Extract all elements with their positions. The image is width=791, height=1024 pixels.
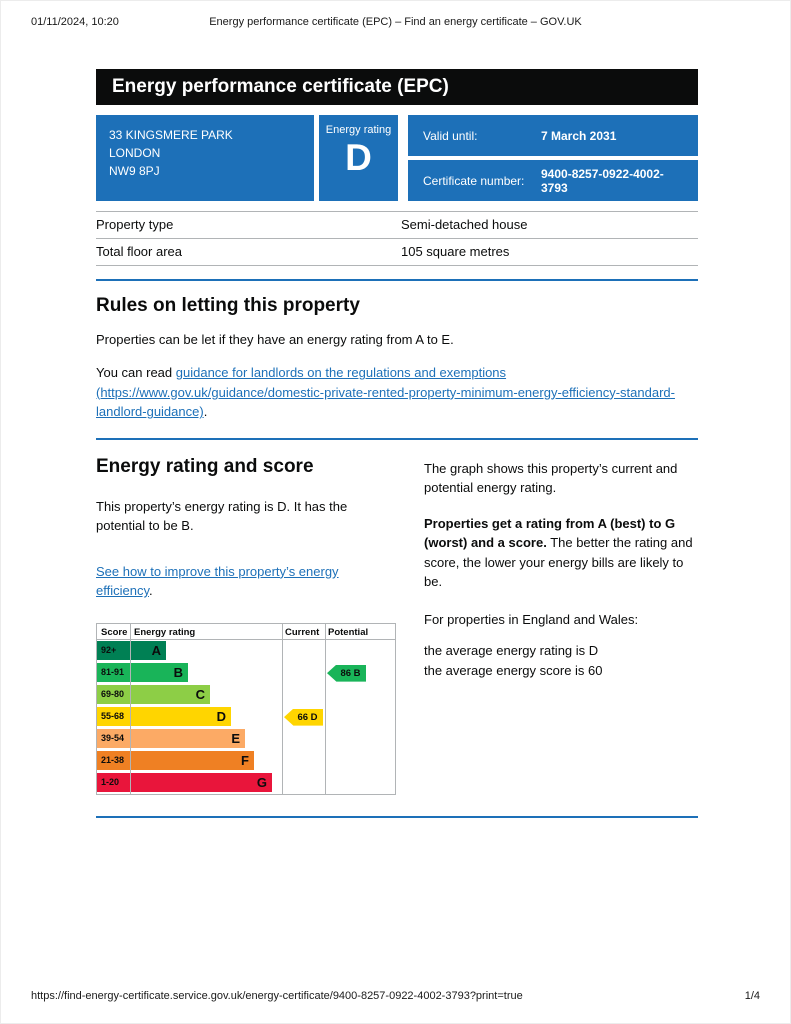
chart-bands: 92+ A 81-91 B 69-80 C 55-68 D 39-54 E 21-38 F …	[97, 640, 395, 794]
potential-rating-arrow: 86 B	[327, 664, 366, 682]
address-line-3: NW9 8PJ	[109, 164, 160, 178]
average-score-line: the average energy score is 60	[424, 662, 603, 678]
band-row-b: 81-91 B	[97, 662, 395, 684]
band-score: 81-91	[101, 667, 125, 678]
rating-section-left: Energy rating and score This property’s …	[96, 456, 396, 795]
band-letter: E	[231, 730, 240, 746]
letting-rules-intro: Properties can be let if they have an en…	[96, 331, 454, 347]
print-datetime: 01/11/2024, 10:20	[31, 16, 119, 28]
section-divider	[96, 279, 698, 281]
band-bar-g: 1-20 G	[97, 772, 272, 792]
graph-caption: The graph shows this property’s current …	[424, 460, 678, 496]
band-row-g: 1-20 G	[97, 772, 395, 794]
chart-header: Score Energy rating Current Potential	[97, 624, 395, 640]
band-score: 69-80	[101, 689, 125, 700]
current-rating-arrow: 66 D	[284, 708, 323, 726]
table-row: Property type Semi-detached house	[96, 211, 698, 238]
print-document-title: Energy performance certificate (EPC) – F…	[209, 16, 582, 28]
letting-rules-guidance: You can read guidance for landlords on t…	[96, 363, 698, 422]
band-letter: C	[195, 686, 205, 702]
property-type-value: Semi-detached house	[401, 217, 528, 232]
floor-area-value: 105 square metres	[401, 244, 510, 259]
chart-current-divider	[282, 623, 283, 794]
letting-rules-heading: Rules on letting this property	[96, 295, 360, 316]
certificate-content: Energy performance certificate (EPC) 33 …	[96, 69, 698, 818]
rating-explanation-rest: The better the rating and score, the low…	[424, 535, 693, 590]
section-divider	[96, 437, 698, 440]
rating-section-heading: Energy rating and score	[96, 455, 314, 477]
floor-area-label: Total floor area	[96, 244, 182, 259]
chart-col-energy-rating: Energy rating	[134, 626, 196, 638]
guidance-prefix: You can read	[96, 365, 176, 381]
rating-explanation-bold: Properties get a rating from A (best) to…	[424, 515, 676, 551]
band-letter: G	[256, 774, 267, 790]
band-row-e: 39-54 E	[97, 728, 395, 750]
chart-potential-divider	[325, 623, 326, 794]
property-address: 33 KINGSMERE PARK LONDON NW9 8PJ	[96, 115, 314, 201]
improve-paragraph: See how to improve this property’s energ…	[96, 562, 396, 601]
energy-rating-box: Energy rating D	[319, 115, 398, 201]
band-score: 55-68	[101, 711, 125, 722]
valid-until-value: 7 March 2031	[541, 128, 617, 143]
landlord-guidance-link[interactable]: guidance for landlords on the regulation…	[96, 365, 675, 420]
valid-until-box: Valid until: 7 March 2031	[408, 115, 698, 156]
valid-until-label: Valid until:	[423, 128, 478, 143]
rating-explanation: Properties get a rating from A (best) to…	[424, 514, 698, 592]
print-footer-url: https://find-energy-certificate.service.…	[31, 990, 523, 1002]
band-score: 1-20	[101, 777, 120, 788]
average-rating-line: the average energy rating is D	[424, 643, 599, 659]
band-letter: F	[241, 752, 249, 768]
certificate-number-label: Certificate number:	[423, 173, 525, 188]
rating-intro: This property’s energy rating is D. It h…	[96, 498, 348, 534]
band-bar-c: 69-80 C	[97, 684, 210, 704]
energy-rating-value: D	[345, 137, 372, 178]
print-footer: https://find-energy-certificate.service.…	[31, 990, 760, 1002]
averages-paragraph: the average energy rating is D the avera…	[424, 641, 698, 680]
energy-rating-chart: Score Energy rating Current Potential 92…	[96, 622, 396, 795]
chart-score-divider	[130, 623, 131, 794]
validity-column: Valid until: 7 March 2031 Certificate nu…	[408, 115, 698, 201]
table-row: Total floor area 105 square metres	[96, 238, 698, 266]
band-row-f: 21-38 F	[97, 750, 395, 772]
page-title: Energy performance certificate (EPC)	[96, 69, 698, 105]
certificate-number-value: 9400-8257-0922-4002-3793	[541, 166, 664, 195]
energy-rating-label: Energy rating	[325, 124, 392, 136]
band-score: 92+	[101, 645, 117, 656]
certificate-summary: 33 KINGSMERE PARK LONDON NW9 8PJ Energy …	[96, 115, 698, 201]
section-divider	[96, 815, 698, 818]
band-bar-e: 39-54 E	[97, 728, 245, 748]
band-row-c: 69-80 C	[97, 684, 395, 706]
chart-col-current: Current	[285, 626, 320, 638]
band-letter: D	[216, 708, 226, 724]
print-header: 01/11/2024, 10:20 Energy performance cer…	[31, 16, 760, 30]
band-bar-f: 21-38 F	[97, 750, 254, 770]
band-row-a: 92+ A	[97, 640, 395, 662]
england-wales-line: For properties in England and Wales:	[424, 611, 639, 627]
band-bar-a: 92+ A	[97, 640, 166, 660]
improve-suffix: .	[149, 583, 153, 599]
band-score: 21-38	[101, 755, 125, 766]
band-letter: B	[173, 664, 183, 680]
band-row-d: 55-68 D	[97, 706, 395, 728]
band-score: 39-54	[101, 733, 125, 744]
property-type-label: Property type	[96, 217, 174, 232]
address-line-1: 33 KINGSMERE PARK	[109, 128, 233, 142]
chart-col-score: Score	[101, 626, 128, 638]
certificate-number-box: Certificate number: 9400-8257-0922-4002-…	[408, 160, 698, 201]
improve-efficiency-link[interactable]: See how to improve this property’s energ…	[96, 563, 339, 599]
rating-section: Energy rating and score This property’s …	[96, 456, 698, 795]
band-bar-d: 55-68 D	[97, 706, 231, 726]
band-bar-b: 81-91 B	[97, 662, 188, 682]
property-details-table: Property type Semi-detached house Total …	[96, 211, 698, 266]
address-line-2: LONDON	[109, 146, 161, 160]
band-letter: A	[151, 642, 161, 658]
guidance-suffix: .	[203, 404, 208, 420]
print-footer-page-number: 1/4	[744, 990, 760, 1002]
rating-section-right: The graph shows this property’s current …	[424, 456, 698, 681]
chart-col-potential: Potential	[328, 626, 369, 638]
